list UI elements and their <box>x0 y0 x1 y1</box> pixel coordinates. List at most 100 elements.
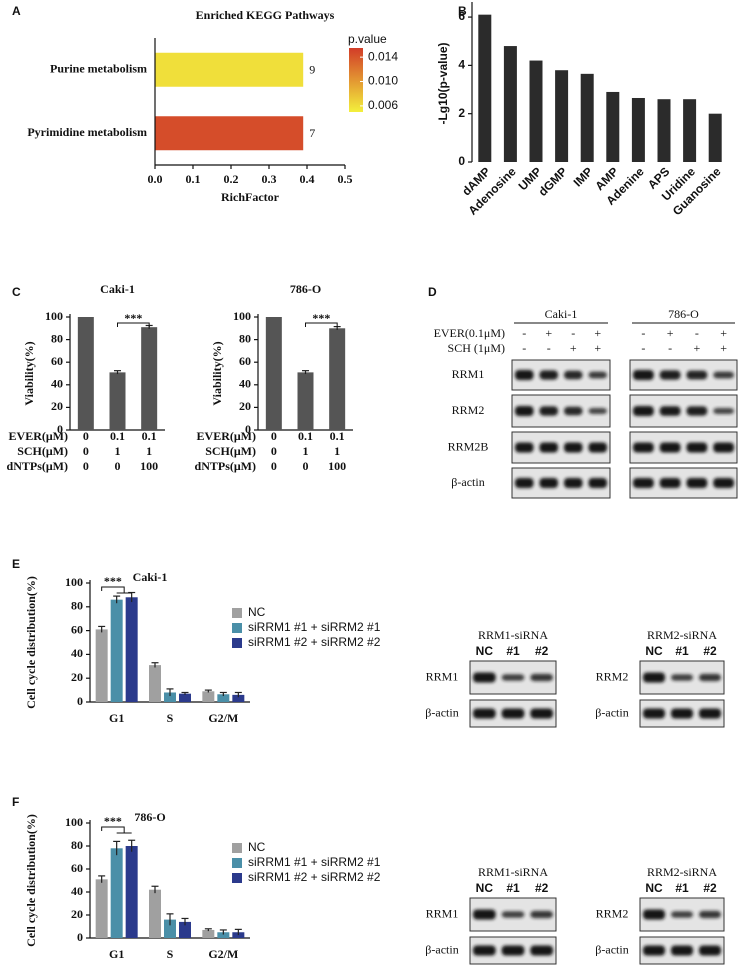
blot-row-label: RRM1 <box>426 906 459 920</box>
blot-row-label: RRM2B <box>448 439 489 453</box>
blot-band <box>501 674 525 681</box>
bar <box>202 929 215 938</box>
error-bar <box>113 840 121 856</box>
y-tick-label: 40 <box>71 884 83 898</box>
legend-label: siRRM1 #2 + siRRM2 #2 <box>248 635 381 649</box>
bar <box>141 327 158 430</box>
lane-label: #1 <box>675 881 689 895</box>
blot-band <box>530 910 553 919</box>
condition-value: 0 <box>115 459 121 473</box>
error-bar <box>166 913 174 926</box>
blot-band <box>564 406 583 416</box>
condition-value: 0 <box>83 444 89 458</box>
bar <box>125 846 138 938</box>
x-tick-label: 0.5 <box>338 172 353 186</box>
y-tick-label: 100 <box>45 309 63 323</box>
y-tick-label: 60 <box>71 861 83 875</box>
colorbar-tick-label: 0.006 <box>368 98 398 112</box>
blot-band <box>686 478 708 488</box>
blot-band <box>643 672 665 683</box>
blot-group-label: Caki-1 <box>545 307 578 321</box>
significance-label: *** <box>312 311 330 325</box>
condition-value: 0 <box>303 459 309 473</box>
blot-band <box>633 478 654 488</box>
y-tick-label: 40 <box>239 377 251 391</box>
blot-band <box>530 708 553 719</box>
treatment-sign: + <box>720 341 727 355</box>
blot-band <box>713 442 734 453</box>
blot-band <box>699 910 721 919</box>
error-bar <box>113 595 121 604</box>
legend-label: siRRM1 #1 + siRRM2 #1 <box>248 855 381 869</box>
lane-label: NC <box>645 644 663 658</box>
blot-band <box>713 478 734 488</box>
panel-label: E <box>12 557 20 571</box>
blot-band <box>588 408 607 414</box>
chart-title: 786-O <box>134 810 165 824</box>
bar <box>179 693 191 702</box>
treatment-sign: + <box>667 326 674 340</box>
blot-band <box>686 406 708 416</box>
error-bar <box>98 625 106 633</box>
blot-title: RRM2-siRNA <box>647 865 717 879</box>
blot-group-label: 786-O <box>668 307 699 321</box>
condition-value: 0 <box>271 444 277 458</box>
colorbar-tick-label: 0.010 <box>368 74 398 88</box>
bar <box>657 99 671 162</box>
bar <box>217 932 230 938</box>
blot-band <box>588 478 607 488</box>
bar <box>478 14 492 162</box>
bar <box>95 629 108 702</box>
blot-band <box>473 708 496 719</box>
bar <box>149 889 161 938</box>
x-tick-label: dGMP <box>536 164 570 198</box>
condition-value: 0 <box>271 459 277 473</box>
blot-band <box>530 945 553 956</box>
count-label: 9 <box>309 63 315 77</box>
bar <box>606 91 620 162</box>
blot-row-label: RRM1 <box>426 669 459 683</box>
treatment-sign: + <box>594 341 601 355</box>
condition-value: 100 <box>328 459 346 473</box>
count-label: 7 <box>309 126 315 140</box>
x-axis-label: RichFactor <box>221 190 280 204</box>
blot-band <box>539 370 558 380</box>
treatment-sign: - <box>522 326 526 340</box>
blot-band <box>515 442 534 453</box>
chart-title: Enriched KEGG Pathways <box>196 8 335 22</box>
treatment-sign: + <box>594 326 601 340</box>
bar <box>232 694 245 702</box>
significance-label: *** <box>104 574 122 588</box>
bar <box>202 691 215 702</box>
y-tick-label: 0 <box>77 694 83 708</box>
blot-band <box>713 371 734 379</box>
chart-title: Caki-1 <box>133 570 168 584</box>
blot-band <box>659 442 681 453</box>
condition-label: dNTPs(μM) <box>7 459 68 473</box>
bar <box>179 921 191 938</box>
error-bar <box>98 875 106 883</box>
blot-band <box>643 945 665 956</box>
blot-band <box>588 442 607 453</box>
y-tick-label: 100 <box>65 575 83 589</box>
condition-value: 1 <box>115 444 121 458</box>
y-tick-label: 20 <box>71 670 83 684</box>
legend-swatch <box>232 623 242 633</box>
blot-row-label: RRM1 <box>452 367 485 381</box>
blot-band <box>671 911 693 918</box>
condition-value: 0.1 <box>142 429 157 443</box>
bar <box>110 848 123 938</box>
treatment-sign: + <box>545 326 552 340</box>
blot-title: RRM2-siRNA <box>647 628 717 642</box>
treatment-sign: - <box>522 341 526 355</box>
treatment-sign: + <box>570 341 577 355</box>
y-tick-label: 40 <box>51 377 63 391</box>
significance-label: *** <box>124 311 142 325</box>
error-bar <box>234 928 242 936</box>
significance-bracket <box>101 586 132 594</box>
blot-band <box>515 370 534 380</box>
error-bar <box>181 917 189 926</box>
y-tick-label: 80 <box>51 331 63 345</box>
lane-label: #2 <box>535 881 549 895</box>
blot-band <box>501 708 525 719</box>
